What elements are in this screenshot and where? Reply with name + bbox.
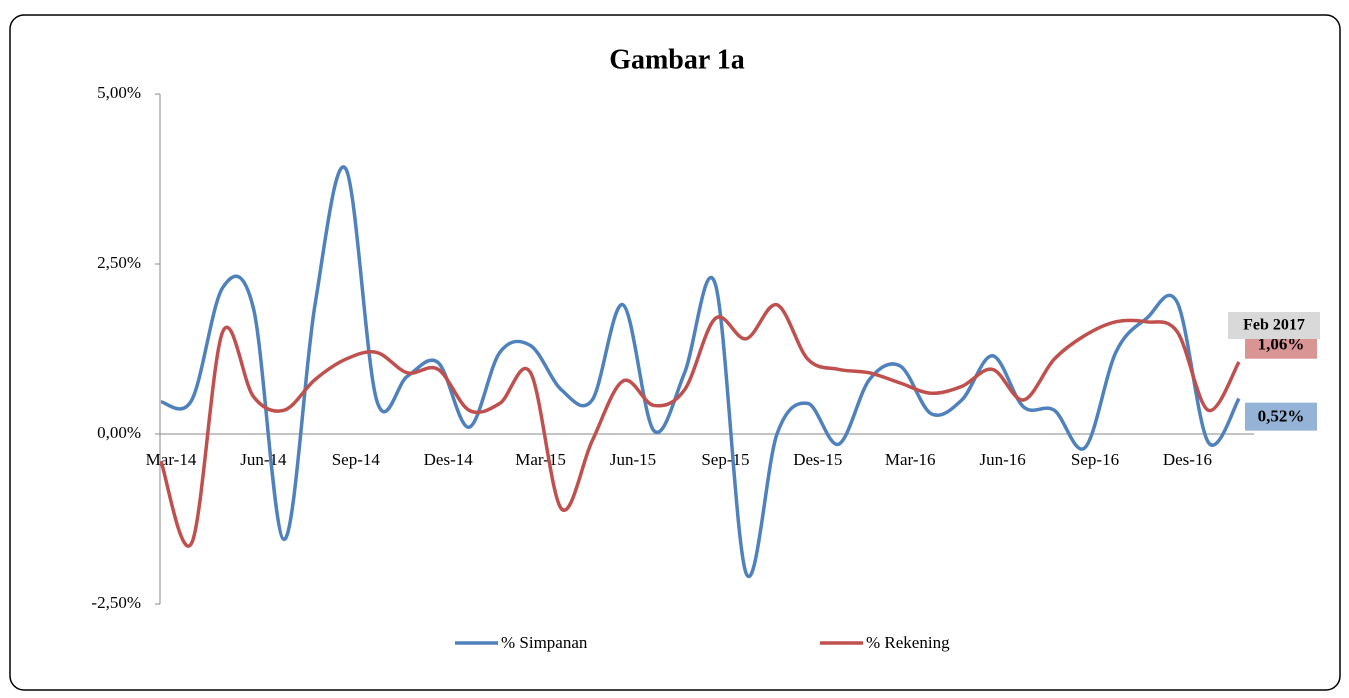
data-label-box [1245,402,1317,431]
data-label: 1,06% [1258,335,1305,354]
x-tick-label: Mar-14 [146,450,197,469]
x-tick-label: Mar-15 [515,450,566,469]
x-tick-label: Jun-16 [979,450,1025,469]
y-tick-label: -2,50% [91,593,141,612]
x-tick-label: Mar-16 [885,450,936,469]
x-tick-label: Jun-14 [240,450,287,469]
series-line [160,165,1241,579]
annotation: Feb 2017 [1243,317,1305,334]
x-tick-label: Sep-16 [1071,450,1119,469]
legend-label: % Simpanan [501,633,588,652]
legend-label: % Rekening [866,633,950,652]
x-tick-label: Sep-14 [332,450,381,469]
y-tick-label: 2,50% [97,253,141,272]
chart-title: Gambar 1a [609,44,745,75]
x-tick-label: Sep-15 [701,450,749,469]
x-tick-label: Des-16 [1163,450,1212,469]
data-label: 0,52% [1258,407,1305,426]
annotation-box [1228,312,1320,339]
series-line [159,303,1241,548]
x-tick-label: Des-15 [793,450,842,469]
y-tick-label: 0,00% [97,423,141,442]
x-tick-label: Jun-15 [610,450,656,469]
chart-border [9,14,1341,691]
y-tick-label: 5,00% [97,83,141,102]
x-tick-label: Des-14 [424,450,474,469]
